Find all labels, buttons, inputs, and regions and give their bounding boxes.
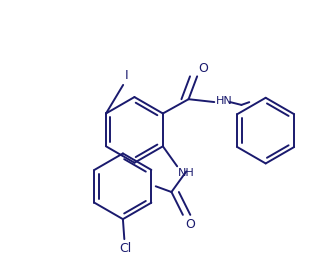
Text: HN: HN	[216, 96, 232, 106]
Text: Cl: Cl	[119, 242, 131, 255]
Text: NH: NH	[178, 168, 195, 178]
Text: I: I	[125, 69, 128, 82]
Text: O: O	[186, 218, 196, 231]
Text: O: O	[199, 62, 208, 75]
